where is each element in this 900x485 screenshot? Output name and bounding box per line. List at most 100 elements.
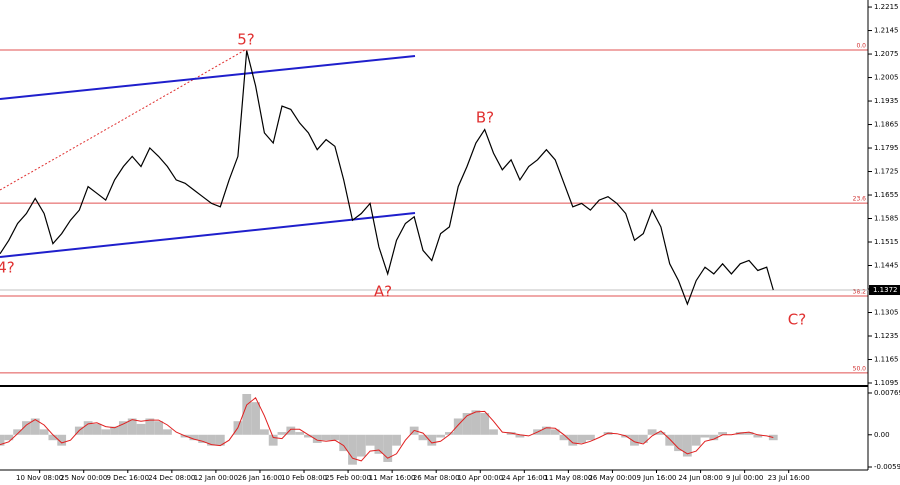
y-tick-label: 1.2145 [874,27,899,35]
x-tick-label: 9 Jun 16:00 [636,474,676,482]
histogram-bar [541,426,551,435]
fib-label: 38.2 [853,289,867,296]
histogram-bar [0,434,5,446]
histogram-bar [656,432,666,435]
histogram-bar [145,418,155,435]
histogram-bar [674,434,683,452]
x-tick-label: 25 Nov 00:00 [60,474,107,482]
x-tick-label: 24 Apr 16:00 [502,474,548,482]
x-tick-label: 24 Jun 08:00 [678,474,722,482]
histogram-bar [286,426,296,435]
y-tick-label: 0.00 [874,431,890,439]
histogram-bar [259,429,269,435]
histogram-bar [136,423,146,435]
price-line [0,50,774,306]
wave-label: A? [374,283,392,301]
histogram-bar [268,434,278,446]
histogram-bar [57,434,67,446]
histogram-bar [682,434,692,457]
y-tick-label: 1.1515 [874,238,899,246]
histogram-bar [163,429,172,435]
histogram-bar [356,434,366,457]
y-tick-label: 0.00769 [874,389,900,397]
histogram-bar [39,429,49,435]
x-tick-label: 26 Mar 08:00 [413,474,460,482]
histogram-bar [330,434,340,441]
histogram-bar [198,434,208,443]
signal-line [0,397,774,462]
histogram-bar [515,434,525,438]
histogram-bar [374,434,384,454]
x-tick-label: 25 Feb 00:00 [325,474,371,482]
fib-label: 50.0 [853,365,867,372]
histogram-bar [13,429,23,435]
wave-label: 5? [237,31,255,49]
histogram-bar [462,413,472,435]
histogram-bar [471,410,481,435]
histogram-bar [83,421,93,435]
histogram-bar [427,434,437,446]
histogram-bar [418,434,428,441]
x-tick-label: 10 Feb 08:00 [281,474,327,482]
histogram-bar [436,434,446,438]
histogram-bar [22,421,31,435]
wave-label: 4? [0,259,15,277]
histogram-bar [277,432,287,435]
histogram-bar [304,434,313,438]
histogram-bar [445,432,454,435]
histogram-bar [392,434,401,446]
histogram-bar [691,434,701,446]
y-tick-label: -0.00593 [874,463,900,471]
y-tick-label: 1.1235 [874,332,899,340]
histogram-bar [480,413,490,435]
histogram-bar [312,434,322,443]
histogram-bar [559,434,569,441]
histogram-bar [154,421,164,435]
histogram-bar [665,434,675,446]
histogram-bar [348,434,357,465]
y-tick-label: 1.1795 [874,144,899,152]
histogram-bar [295,432,305,435]
histogram-bar [638,434,648,443]
fib-label: 0.0 [856,43,866,50]
y-tick-label: 1.2075 [874,50,899,58]
x-tick-label: 12 Jan 00:00 [194,474,238,482]
y-tick-label: 1.1445 [874,262,899,270]
x-tick-label: 11 May 08:00 [544,474,592,482]
x-tick-label: 10 Nov 08:00 [16,474,63,482]
histogram-bar [101,429,111,435]
histogram-bar [215,434,225,446]
x-tick-label: 11 Mar 16:00 [369,474,416,482]
y-tick-label: 1.2005 [874,74,899,82]
histogram-bar [110,426,119,435]
histogram-bar [365,434,375,446]
histogram-bar [207,434,216,446]
x-tick-label: 26 May 00:00 [588,474,636,482]
histogram-bar [753,434,763,438]
histogram-bar [383,434,393,462]
fib-label: 23.6 [853,196,867,203]
y-tick-label: 1.1165 [874,355,899,363]
histogram-bar [630,434,639,446]
histogram-bar [321,434,331,441]
histogram-bar [586,434,595,441]
y-tick-label: 1.2215 [874,3,899,11]
channel-line [0,55,416,100]
histogram-bar [242,394,252,435]
histogram-bar [489,429,498,435]
histogram-bar [550,429,560,435]
y-tick-label: 1.1655 [874,191,899,199]
y-tick-label: 1.1305 [874,308,899,316]
histogram-bar [4,434,14,441]
y-tick-label: 1.1865 [874,121,899,129]
x-tick-label: 26 Jan 16:00 [238,474,282,482]
histogram-bar [709,434,719,441]
histogram-bar [700,434,710,438]
histogram-bar [189,434,199,441]
x-tick-label: 9 Dec 16:00 [106,474,149,482]
histogram-bar [744,432,754,435]
histogram-bar [339,434,349,452]
wave-label: C? [788,311,806,329]
